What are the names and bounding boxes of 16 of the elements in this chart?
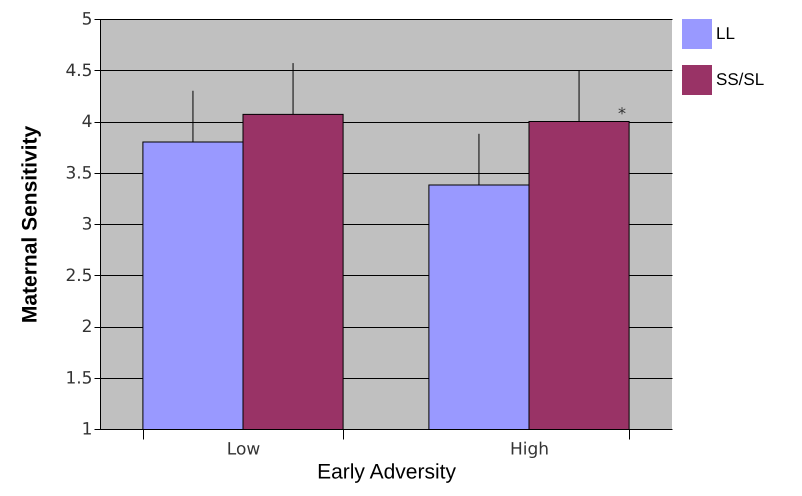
y-tick-label: 1 — [82, 420, 92, 440]
y-tick-label: 4 — [82, 112, 92, 132]
legend-label: LL — [716, 24, 735, 43]
y-tick-label: 3 — [82, 214, 92, 234]
x-tick-label: Low — [226, 440, 260, 460]
y-tick-label: 2.5 — [65, 266, 92, 286]
y-tick-label: 1.5 — [65, 368, 92, 388]
y-axis-title: Maternal Sensitivity — [18, 126, 42, 324]
y-tick-label: 4.5 — [65, 60, 92, 81]
y-tick-label: 5 — [82, 10, 92, 30]
y-tick-label: 3.5 — [65, 163, 92, 184]
legend-label: SS/SL — [716, 70, 764, 89]
x-axis-title: Early Adversity — [317, 460, 456, 484]
annotation: * — [618, 104, 626, 123]
x-tick-label: High — [510, 440, 550, 460]
y-tick-label: 2 — [82, 317, 92, 337]
